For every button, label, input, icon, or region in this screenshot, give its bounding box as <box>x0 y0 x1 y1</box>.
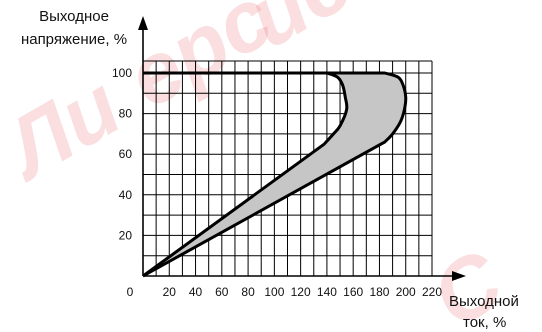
x-axis-arrow <box>452 271 466 281</box>
x-tick-label: 120 <box>291 285 311 299</box>
y-axis-arrow <box>138 16 148 30</box>
x-axis-label-line-1: Выходной <box>449 293 519 310</box>
x-tick-label: 80 <box>241 285 255 299</box>
x-tick-label: 60 <box>215 285 229 299</box>
x-tick-label: 0 <box>127 285 134 299</box>
x-tick-label: 20 <box>163 285 177 299</box>
x-tick-label: 140 <box>317 285 337 299</box>
x-tick-labels: 0 20 40 60 80 100 120 140 160 180 200 220 <box>127 285 443 299</box>
y-axis-label-line-2: напряжение, % <box>21 31 127 48</box>
y-tick-label: 20 <box>119 228 133 242</box>
x-axis-label-line-2: ток, % <box>463 314 506 331</box>
x-tick-label: 200 <box>396 285 416 299</box>
series-line-inner-boundary <box>142 71 349 278</box>
series-line-outer-boundary <box>142 71 408 278</box>
y-tick-label: 80 <box>119 107 133 121</box>
y-tick-label: 60 <box>119 147 133 161</box>
y-tick-label: 40 <box>119 188 133 202</box>
x-tick-label: 160 <box>343 285 363 299</box>
x-tick-label: 220 <box>422 285 442 299</box>
x-tick-label: 100 <box>264 285 284 299</box>
y-tick-label: 100 <box>112 66 132 80</box>
axes <box>138 16 466 281</box>
tolerance-band <box>143 73 406 276</box>
x-tick-label: 180 <box>369 285 389 299</box>
y-axis-label-line-1: Выходное <box>39 8 109 25</box>
watermark: Ли ерс иc С <box>0 0 520 332</box>
x-tick-label: 40 <box>189 285 203 299</box>
y-tick-labels: 20 40 60 80 100 <box>112 66 132 242</box>
